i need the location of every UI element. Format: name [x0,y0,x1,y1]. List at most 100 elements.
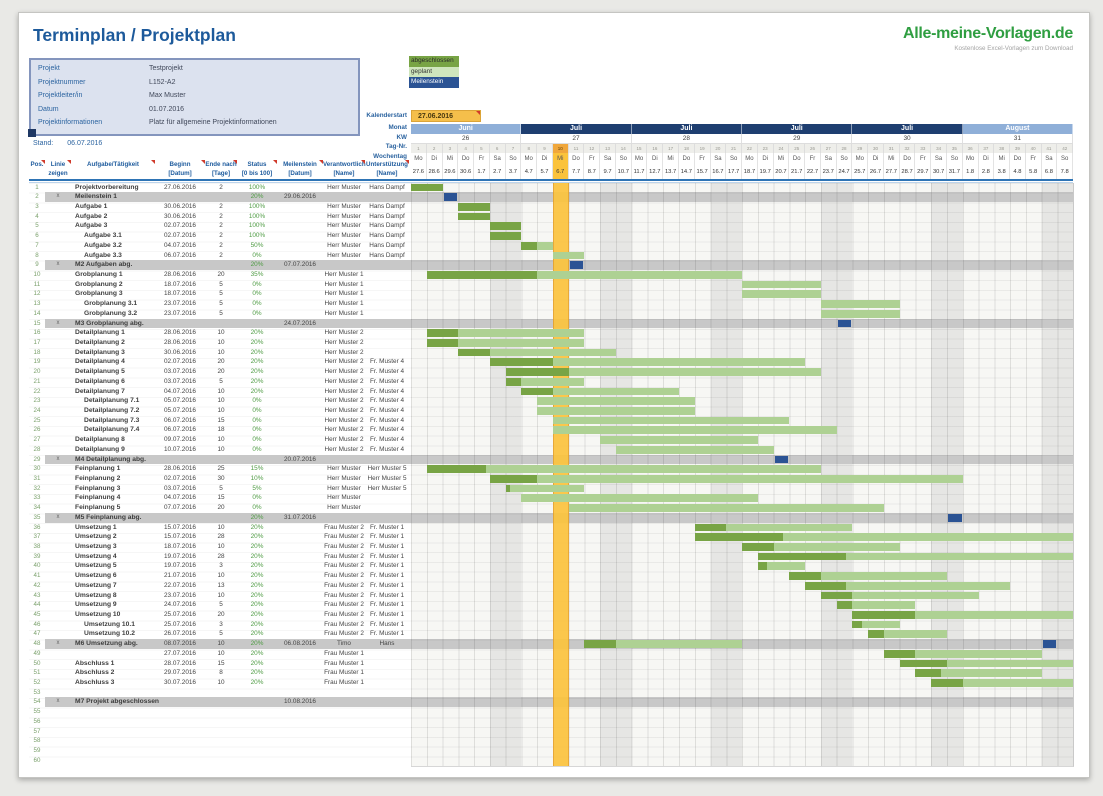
cell-pos[interactable]: 46 [33,620,41,628]
gantt-bar-done[interactable] [899,659,947,668]
cell-dauer[interactable]: 20 [217,368,225,376]
weekday-cell[interactable]: Do [1010,153,1026,165]
weekday-cell[interactable]: Fr [805,153,821,165]
cell-status[interactable]: 35% [250,270,264,278]
date-cell[interactable]: 3.8 [994,165,1011,179]
cell-verantwortlich[interactable]: Herr Muster 2 [324,436,364,444]
tagnr-cell[interactable]: 1 [411,143,427,153]
cell-verantwortlich[interactable]: Herr Muster 2 [324,387,364,395]
gantt-bar-done[interactable] [757,552,847,561]
weekday-cell[interactable]: Mo [411,153,427,165]
cell-unterstuetzung[interactable]: Hans [379,640,395,648]
cell-pos[interactable]: 15 [33,319,41,327]
cell-verantwortlich[interactable]: Frau Muster 1 [324,679,364,687]
cell-unterstuetzung[interactable] [365,678,409,688]
gantt-bar-done[interactable] [411,183,443,192]
cell-unterstuetzung[interactable] [365,649,409,659]
gantt-bar-done[interactable] [852,620,862,629]
cell-status[interactable]: 20% [250,620,264,628]
cell-status[interactable]: 20% [250,562,264,570]
weekday-cell[interactable]: Do [900,153,916,165]
gantt-bar-planned[interactable] [615,445,774,454]
tagnr-cell[interactable]: 18 [678,143,695,153]
milestone-marker[interactable] [569,261,584,269]
cell-dauer[interactable]: 8 [219,669,223,677]
cell-begin[interactable]: 29.07.2016 [164,669,196,677]
tagnr-cell[interactable]: 39 [1010,143,1026,153]
date-cell[interactable]: 29.7 [915,165,932,179]
gantt-bar-planned[interactable] [458,348,616,357]
cell-pos[interactable]: 36 [33,523,41,531]
cell-status[interactable]: 0% [252,426,262,434]
cell-name[interactable]: Detailplanung 2 [75,338,125,346]
cell-status[interactable]: 20% [250,543,264,551]
date-cell[interactable]: 6.8 [1042,165,1058,179]
gantt-bar-planned[interactable] [899,659,1074,668]
linie-zeigen-toggle[interactable]: x [56,513,60,520]
cell-pos[interactable]: 47 [33,630,41,638]
cell-status[interactable]: 0% [252,504,262,512]
cell-dauer[interactable]: 10 [217,387,225,395]
cell-verantwortlich[interactable]: Frau Muster 2 [324,523,364,531]
cell-begin[interactable]: 21.07.2016 [164,572,196,580]
cell-dauer[interactable]: 28 [217,552,225,560]
milestone-marker[interactable] [443,193,458,201]
tagnr-cell[interactable]: 19 [694,143,711,153]
cell-pos[interactable]: 27 [33,436,41,444]
date-cell[interactable]: 19.7 [758,165,774,179]
cell-pos[interactable]: 28 [33,445,41,453]
column-header-begin[interactable]: Beginn [Datum] [155,160,205,179]
tagnr-cell[interactable]: 41 [1041,143,1058,153]
cell-begin[interactable]: 06.07.2016 [164,426,196,434]
cell-status[interactable]: 100% [248,212,266,220]
cell-pos[interactable]: 3 [35,202,39,210]
cell-begin[interactable]: 28.06.2016 [164,329,196,337]
cell-verantwortlich[interactable]: Herr Muster [327,202,361,210]
gantt-bar-done[interactable] [915,669,941,678]
cell-begin[interactable]: 27.07.2016 [164,649,196,657]
cell-status[interactable]: 20% [250,348,264,356]
cell-begin[interactable]: 15.07.2016 [164,533,196,541]
cell-dauer[interactable]: 5 [219,484,223,492]
cell-name[interactable]: Detailplanung 5 [75,368,125,376]
weekday-cell[interactable]: Di [647,153,664,165]
cell-dauer[interactable]: 20 [217,611,225,619]
cell-meilenstein[interactable] [277,425,323,435]
cell-status[interactable]: 20% [250,659,264,667]
cell-meilenstein[interactable] [277,581,323,591]
weekday-cell[interactable]: So [726,153,743,165]
date-cell[interactable]: 17.7 [726,165,743,179]
tagnr-cell[interactable]: 11 [568,143,585,153]
weekday-cell[interactable]: Fr [695,153,711,165]
cell-meilenstein[interactable] [277,629,323,639]
cell-dauer[interactable]: 10 [217,572,225,580]
tagnr-cell[interactable]: 22 [742,143,758,153]
gantt-bar-done[interactable] [757,562,768,571]
cell-meilenstein[interactable] [277,202,323,212]
date-cell[interactable]: 5.7 [537,165,553,179]
cell-meilenstein[interactable] [277,620,323,630]
cell-meilenstein[interactable] [277,649,323,659]
cell-verantwortlich[interactable]: Herr Muster 1 [324,309,364,317]
cell-begin[interactable]: 23.07.2016 [164,300,196,308]
cell-pos[interactable]: 14 [33,309,41,317]
cell-unterstuetzung[interactable] [365,289,409,299]
cell-meilenstein[interactable] [277,251,323,261]
month-band[interactable]: Juni [411,124,522,134]
cell-unterstuetzung[interactable]: Hans Dampf [369,183,405,191]
gantt-bar-planned[interactable] [505,484,585,493]
cell-unterstuetzung[interactable] [365,697,409,707]
cell-status[interactable]: 100% [248,202,266,210]
cell-status[interactable]: 20% [250,533,264,541]
cell-status[interactable]: 20% [250,669,264,677]
cell-begin[interactable] [155,697,205,707]
cell-dauer[interactable]: 20 [217,504,225,512]
gantt-bar-done[interactable] [426,465,486,473]
cell-dauer[interactable]: 2 [219,202,223,210]
cell-status[interactable]: 20% [250,649,264,657]
cell-verantwortlich[interactable]: Frau Muster 2 [324,601,364,609]
date-cell[interactable]: 30.7 [931,165,947,179]
weekday-cell[interactable]: Sa [1042,153,1058,165]
date-cell[interactable]: 27.6 [411,165,427,179]
cell-name[interactable]: Abschluss 1 [75,659,115,667]
